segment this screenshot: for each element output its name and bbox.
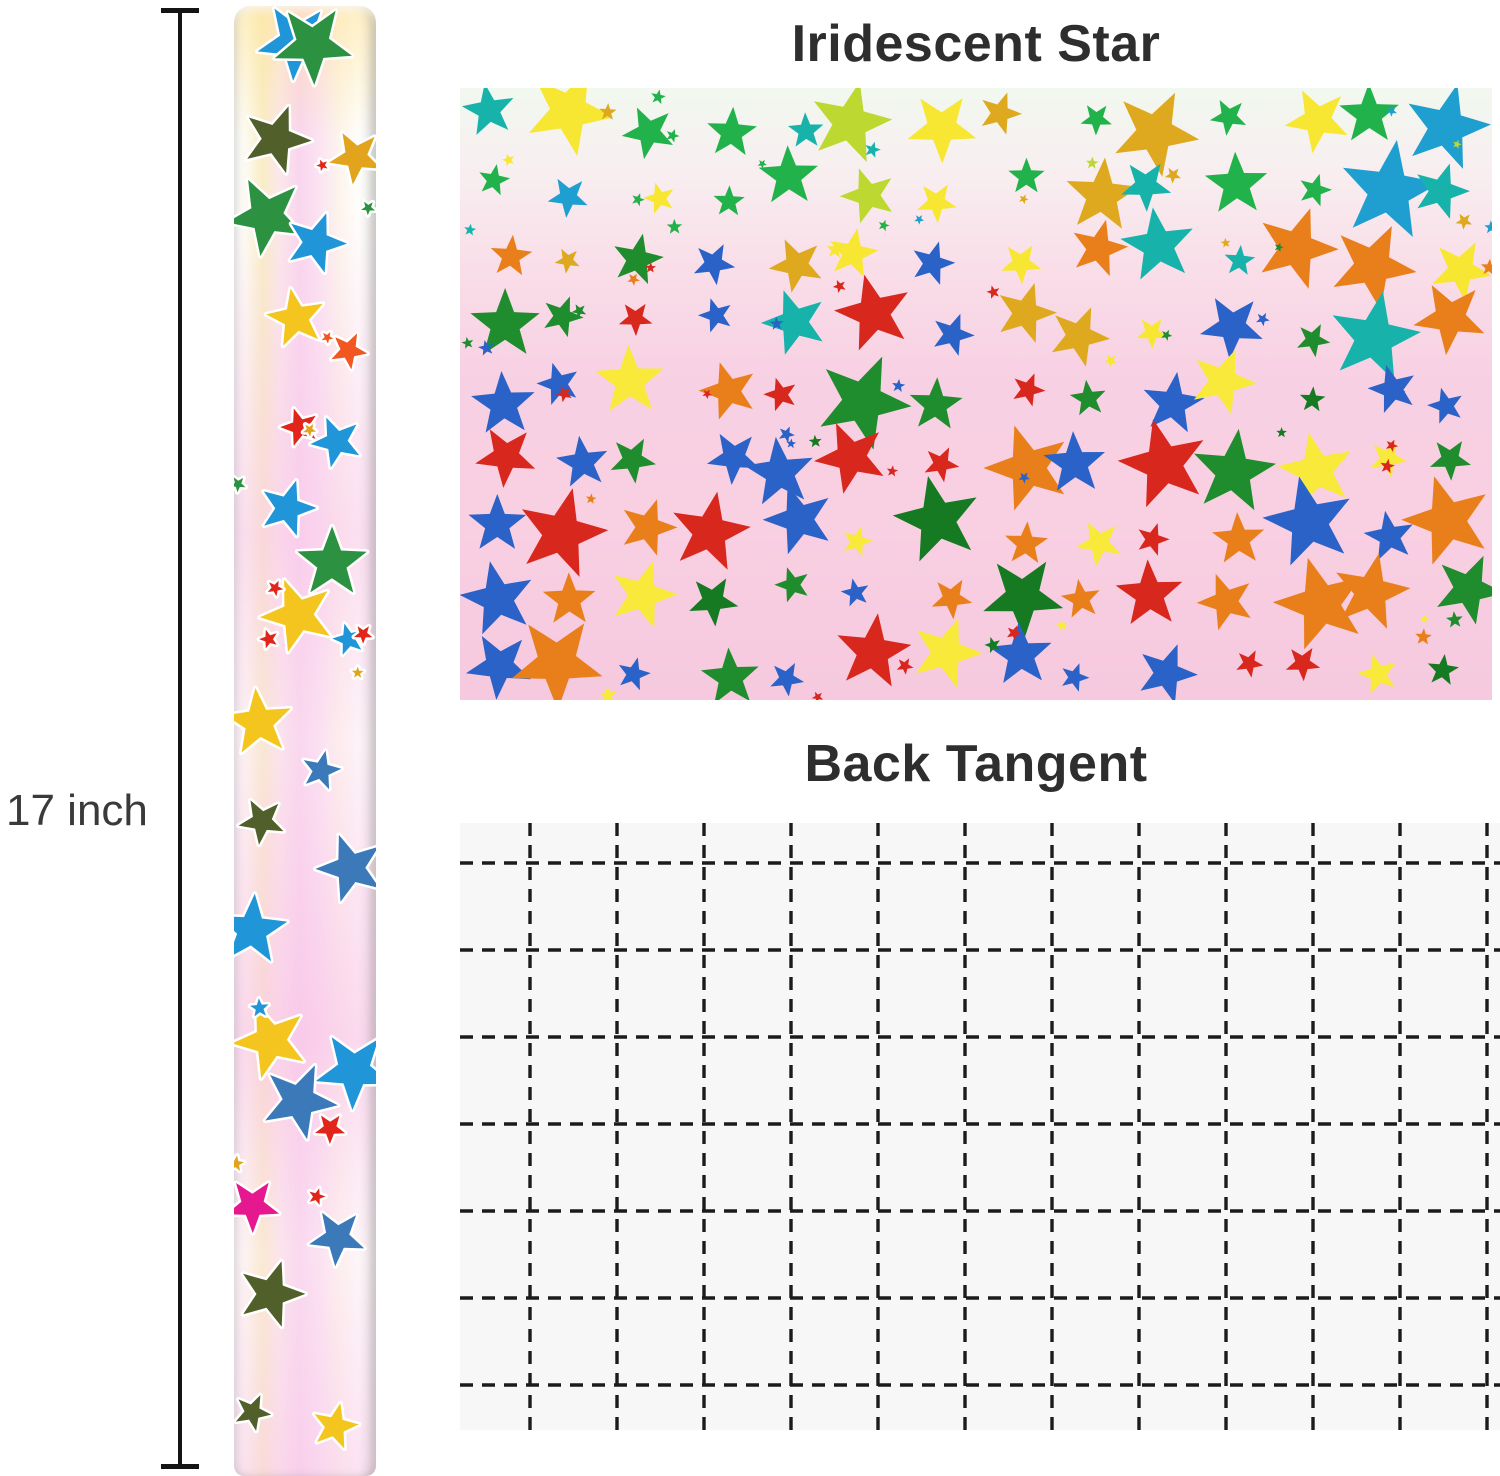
dimension-bottom-cap [161, 1464, 199, 1469]
grid-lines-pattern [460, 823, 1500, 1430]
dimension-line [178, 10, 182, 1468]
wrapping-paper-roll [234, 6, 376, 1476]
front-pattern-swatch [460, 88, 1492, 700]
star-pattern-roll [234, 6, 376, 1451]
back-pattern-title: Back Tangent [804, 735, 1148, 793]
star-pattern-swatch [460, 88, 1492, 700]
dimension-label: 17 inch [6, 786, 148, 835]
back-grid-swatch [460, 823, 1500, 1430]
front-pattern-title: Iridescent Star [791, 15, 1161, 73]
